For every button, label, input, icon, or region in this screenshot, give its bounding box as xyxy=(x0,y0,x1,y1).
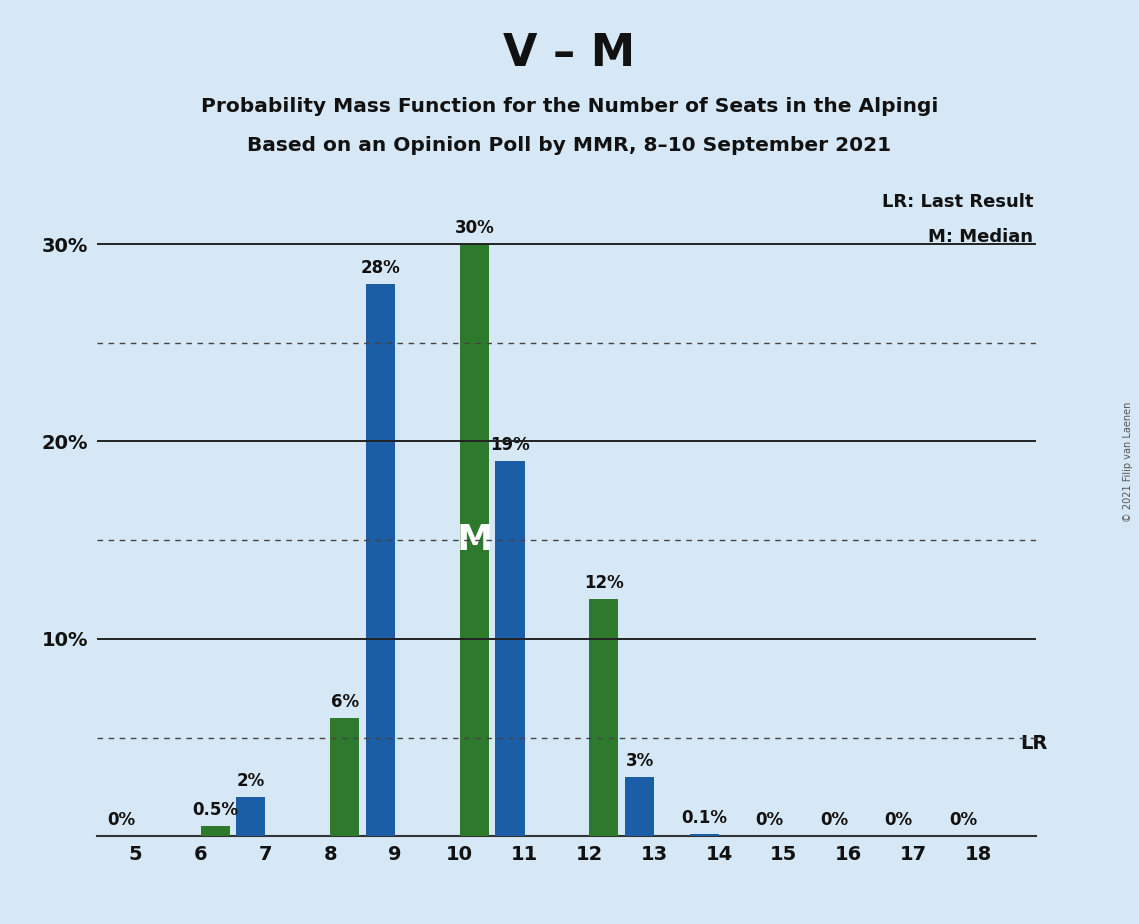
Bar xyxy=(366,284,395,836)
Text: 0%: 0% xyxy=(107,811,136,830)
Bar xyxy=(690,834,719,836)
Text: 0%: 0% xyxy=(885,811,912,830)
Text: V – M: V – M xyxy=(503,32,636,76)
Bar xyxy=(236,796,265,836)
Text: 28%: 28% xyxy=(360,259,400,276)
Text: M: M xyxy=(457,523,492,557)
Text: © 2021 Filip van Laenen: © 2021 Filip van Laenen xyxy=(1123,402,1132,522)
Bar xyxy=(330,718,359,836)
Text: 0%: 0% xyxy=(820,811,849,830)
Text: 2%: 2% xyxy=(237,772,265,790)
Text: M: Median: M: Median xyxy=(928,228,1033,246)
Bar xyxy=(495,461,525,836)
Text: 0.1%: 0.1% xyxy=(681,809,728,827)
Text: 12%: 12% xyxy=(584,575,624,592)
Text: 19%: 19% xyxy=(490,436,530,455)
Text: 30%: 30% xyxy=(454,219,494,237)
Text: Probability Mass Function for the Number of Seats in the Alpingi: Probability Mass Function for the Number… xyxy=(200,97,939,116)
Text: LR: LR xyxy=(1021,734,1048,753)
Text: 3%: 3% xyxy=(625,752,654,770)
Bar xyxy=(460,244,489,836)
Bar xyxy=(589,600,618,836)
Text: 0%: 0% xyxy=(755,811,784,830)
Bar xyxy=(200,826,230,836)
Text: Based on an Opinion Poll by MMR, 8–10 September 2021: Based on an Opinion Poll by MMR, 8–10 Se… xyxy=(247,136,892,155)
Text: 6%: 6% xyxy=(330,693,359,711)
Text: 0.5%: 0.5% xyxy=(192,801,238,820)
Text: LR: Last Result: LR: Last Result xyxy=(882,193,1033,211)
Text: 0%: 0% xyxy=(950,811,977,830)
Bar xyxy=(625,777,654,836)
